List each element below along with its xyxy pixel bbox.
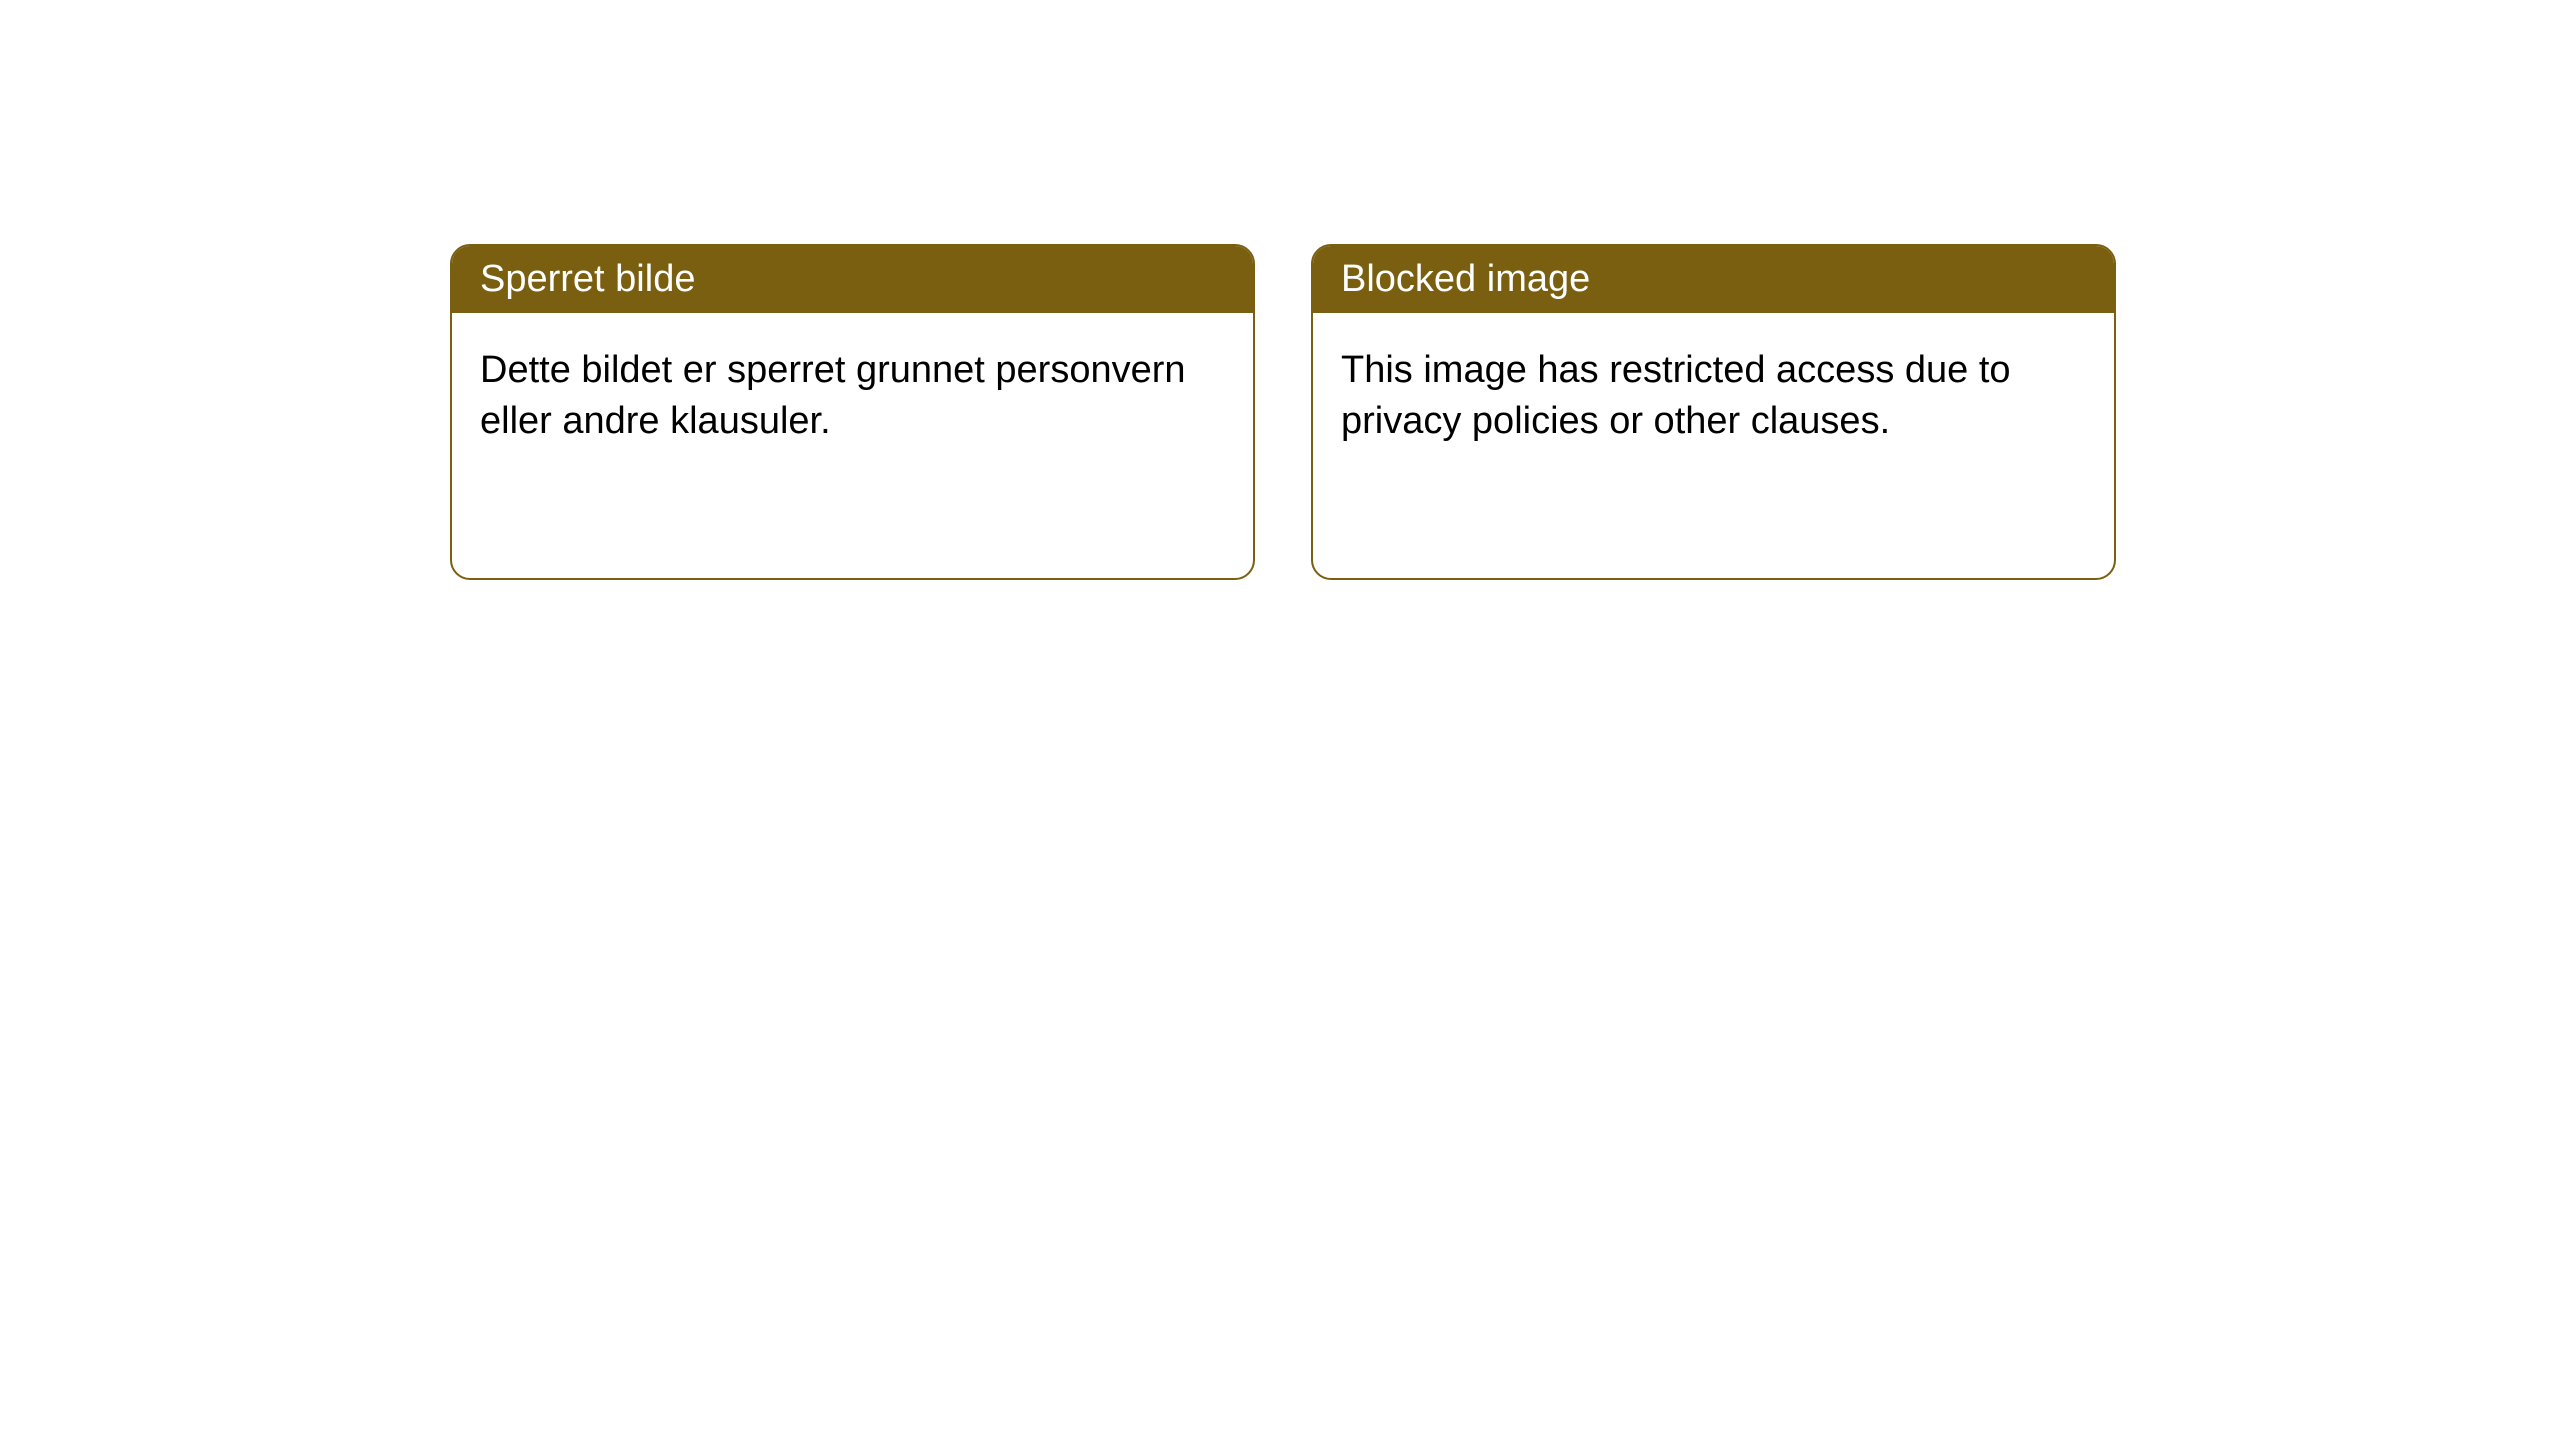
card-body-text: Dette bildet er sperret grunnet personve… [480,349,1186,442]
card-header: Blocked image [1313,246,2114,313]
card-header: Sperret bilde [452,246,1253,313]
card-title: Sperret bilde [480,258,695,300]
card-title: Blocked image [1341,258,1590,300]
card-body: This image has restricted access due to … [1313,313,2114,480]
notice-card-norwegian: Sperret bilde Dette bildet er sperret gr… [450,244,1255,580]
card-body-text: This image has restricted access due to … [1341,349,2011,442]
card-body: Dette bildet er sperret grunnet personve… [452,313,1253,480]
notice-cards-container: Sperret bilde Dette bildet er sperret gr… [450,244,2116,580]
notice-card-english: Blocked image This image has restricted … [1311,244,2116,580]
